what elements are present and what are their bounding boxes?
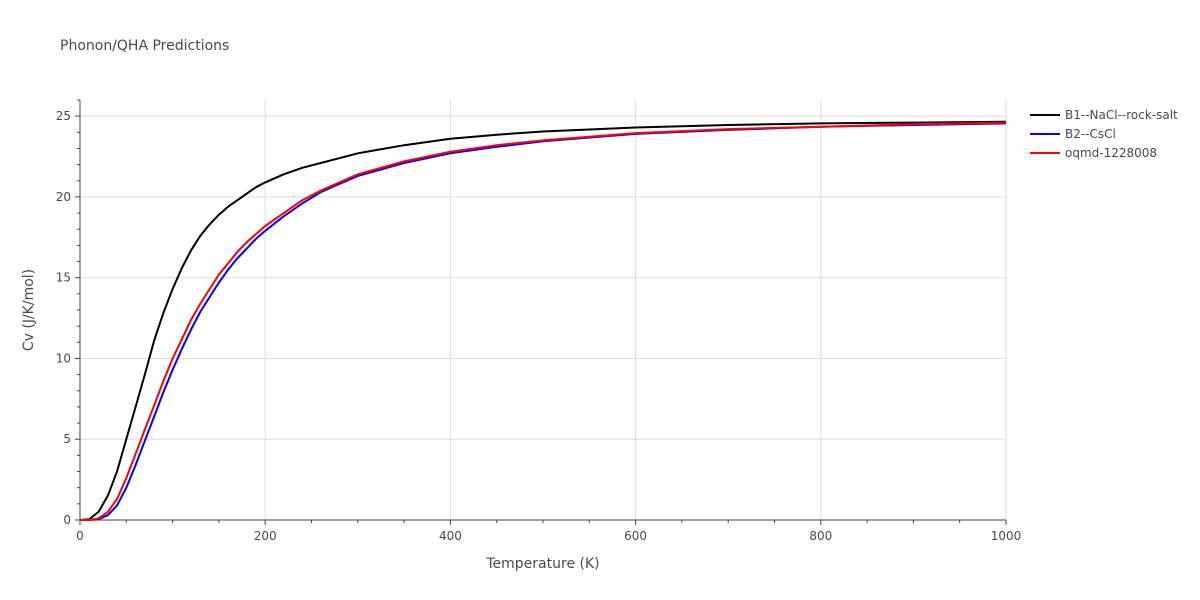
- series-line-3: [80, 121, 1007, 521]
- plot-area: [79, 120, 1007, 521]
- y-tick-label: 25: [56, 109, 71, 123]
- x-tick-label: 400: [439, 529, 462, 543]
- y-axis-label: Cv (J/K/mol): [21, 269, 37, 351]
- series-line-1: [79, 120, 1007, 521]
- legend-label[interactable]: oqmd-1228008: [1065, 146, 1157, 160]
- chart-title: Phonon/QHA Predictions: [60, 38, 229, 54]
- legend-label[interactable]: B1--NaCl--rock-salt: [1065, 108, 1178, 122]
- x-tick-label: 0: [76, 529, 84, 543]
- y-tick-label: 0: [63, 513, 71, 527]
- axes: 0 200 400 600 800 1000 0 5 10 15 20 25: [56, 99, 1022, 543]
- y-tick-label: 20: [56, 190, 71, 204]
- y-tick-label: 5: [63, 432, 71, 446]
- series-line-2: [80, 122, 1007, 521]
- y-tick-label: 10: [56, 351, 71, 365]
- legend: B1--NaCl--rock-salt B2--CsCl oqmd-1228008: [1030, 108, 1178, 160]
- y-tick-label: 15: [56, 271, 71, 285]
- x-axis-label: Temperature (K): [485, 556, 599, 572]
- grid: [80, 100, 1007, 520]
- x-tick-label: 1000: [991, 529, 1022, 543]
- x-tick-label: 200: [254, 529, 277, 543]
- x-tick-label: 600: [624, 529, 647, 543]
- x-tick-label: 800: [809, 529, 832, 543]
- legend-label[interactable]: B2--CsCl: [1065, 127, 1116, 141]
